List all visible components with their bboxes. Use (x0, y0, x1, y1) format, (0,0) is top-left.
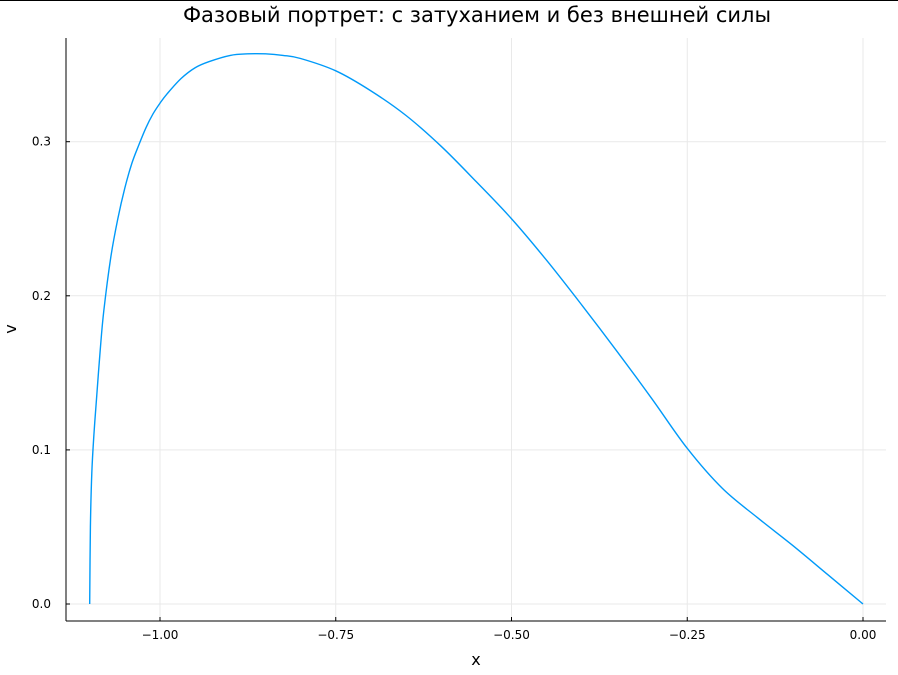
y-tick-label: 0.3 (32, 135, 51, 149)
y-tick-label: 0.1 (32, 443, 51, 457)
x-tick-label: −1.00 (142, 628, 179, 642)
series-group (89, 52, 864, 605)
tick-labels: −1.00 −0.75 −0.50 −0.25 0.00 0.0 0.1 0.2 0.3 (32, 135, 876, 642)
top-border-line (0, 0, 898, 1)
y-tick-label: 0.2 (32, 289, 51, 303)
x-tick-label: 0.00 (850, 628, 877, 642)
chart-title: Фазовый портрет: с затуханием и без внеш… (183, 3, 771, 27)
x-tick-label: −0.25 (669, 628, 706, 642)
x-tick-label: −0.50 (493, 628, 530, 642)
y-tick-label: 0.0 (32, 597, 51, 611)
x-tick-label: −0.75 (317, 628, 354, 642)
x-axis-label: x (471, 650, 480, 669)
axes (65, 38, 886, 622)
grid (66, 38, 886, 621)
series-line (89, 52, 864, 605)
y-axis-label: v (1, 324, 20, 333)
